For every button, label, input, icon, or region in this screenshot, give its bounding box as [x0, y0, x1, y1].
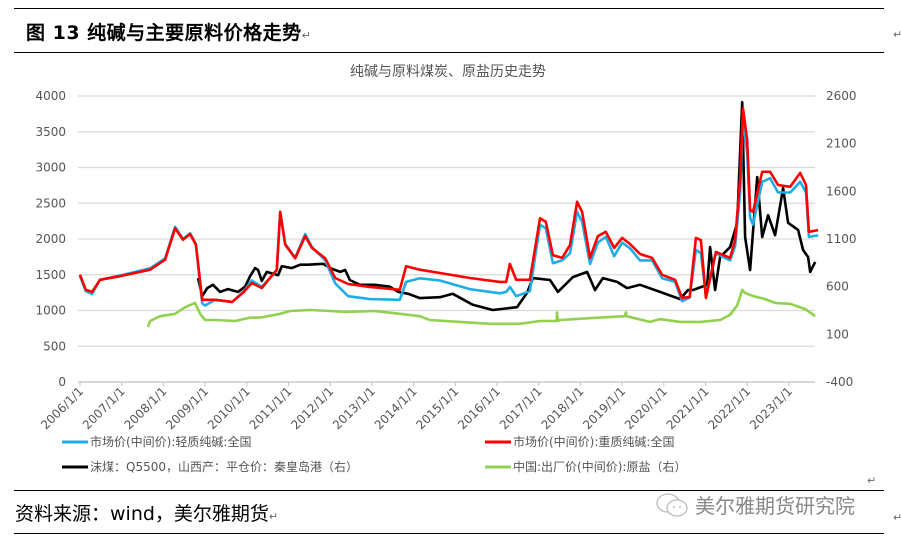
y2-tick-label: 1100 — [826, 232, 857, 246]
x-tick-label: 2021/1/1 — [664, 384, 712, 432]
return-mark: ↵ — [301, 29, 312, 42]
right-axis-ticks: -400 100 600 1100 1600 2100 2600 — [826, 89, 857, 389]
x-tick-label: 2023/1/1 — [747, 384, 795, 432]
source-top-rule — [14, 490, 884, 491]
y-tick-label: 500 — [43, 339, 66, 353]
source-note: 资料来源：wind，美尔雅期货↵ — [15, 499, 278, 526]
y2-tick-label: -400 — [826, 375, 853, 389]
figure-title: 图 13 纯碱与主要原料价格走势↵ — [26, 18, 311, 45]
y-tick-label: 2500 — [35, 196, 66, 210]
x-tick-label: 2010/1/1 — [205, 384, 253, 432]
x-tick-label: 2006/1/1 — [38, 384, 86, 432]
x-tick-label: 2012/1/1 — [288, 384, 336, 432]
figure-title-text: 图 13 纯碱与主要原料价格走势 — [26, 22, 302, 44]
legend: 市场价(中间价):轻质纯碱:全国 市场价(中间价):重质纯碱:全国沫煤：Q5500… — [62, 434, 686, 474]
y-tick-label: 2000 — [35, 232, 66, 246]
x-tick-label: 2022/1/1 — [705, 384, 753, 432]
legend-label: 沫煤：Q5500，山西产：平仓价：秦皇岛港（右） — [90, 459, 358, 474]
x-tick-label: 2009/1/1 — [163, 384, 211, 432]
bottom-rule — [14, 533, 884, 534]
legend-label: 市场价(中间价):重质纯碱:全国 — [513, 434, 674, 449]
x-tick-label: 2018/1/1 — [539, 384, 587, 432]
x-tick-label: 2015/1/1 — [413, 384, 461, 432]
gridlines — [78, 95, 815, 383]
y2-tick-label: 2100 — [826, 137, 857, 151]
y-tick-label: 3000 — [35, 161, 66, 175]
x-axis-ticks: 2006/1/12007/1/12008/1/12009/1/12010/1/1… — [38, 382, 795, 432]
title-rule — [14, 52, 884, 53]
left-axis-ticks: 0 500 1000 1500 2000 2500 3000 3500 4000 — [35, 89, 66, 389]
x-tick-label: 2007/1/1 — [80, 384, 128, 432]
source-text: 资料来源：wind，美尔雅期货 — [15, 503, 269, 525]
legend-label: 中国:出厂价(中间价):原盐（右） — [513, 459, 686, 474]
x-tick-label: 2014/1/1 — [372, 384, 420, 432]
y-tick-label: 1000 — [35, 304, 66, 318]
y-tick-label: 4000 — [35, 89, 66, 103]
x-tick-label: 2017/1/1 — [497, 384, 545, 432]
series-lines — [78, 100, 819, 328]
y2-tick-label: 100 — [826, 327, 849, 341]
return-mark: ↵ — [268, 510, 279, 523]
y-tick-label: 0 — [58, 375, 66, 389]
x-tick-label: 2008/1/1 — [122, 384, 170, 432]
series-line-1 — [78, 106, 819, 304]
top-rule — [14, 8, 884, 9]
x-tick-label: 2016/1/1 — [455, 384, 503, 432]
series-line-3 — [146, 288, 816, 328]
legend-label: 市场价(中间价):轻质纯碱:全国 — [90, 434, 251, 449]
watermark-text: 美尔雅期货研究院 — [695, 494, 855, 518]
x-tick-label: 2013/1/1 — [330, 384, 378, 432]
y2-tick-label: 1600 — [826, 184, 857, 198]
return-mark: ↵ — [893, 511, 901, 524]
y-tick-label: 1500 — [35, 268, 66, 282]
x-tick-label: 2020/1/1 — [622, 384, 670, 432]
y2-tick-label: 2600 — [826, 89, 857, 103]
x-tick-label: 2011/1/1 — [247, 384, 295, 432]
chart-title: 纯碱与原料煤炭、原盐历史走势 — [350, 64, 546, 80]
y-tick-label: 3500 — [35, 125, 66, 139]
wechat-icon — [656, 492, 688, 517]
watermark: 美尔雅期货研究院 — [655, 490, 855, 519]
y2-tick-label: 600 — [826, 280, 849, 294]
x-tick-label: 2019/1/1 — [580, 384, 628, 432]
line-chart: 纯碱与原料煤炭、原盐历史走势 0 500 1000 1500 2000 2500 3000 3… — [35, 64, 857, 474]
return-mark: ↵ — [867, 474, 877, 487]
return-mark: ↵ — [893, 28, 901, 41]
